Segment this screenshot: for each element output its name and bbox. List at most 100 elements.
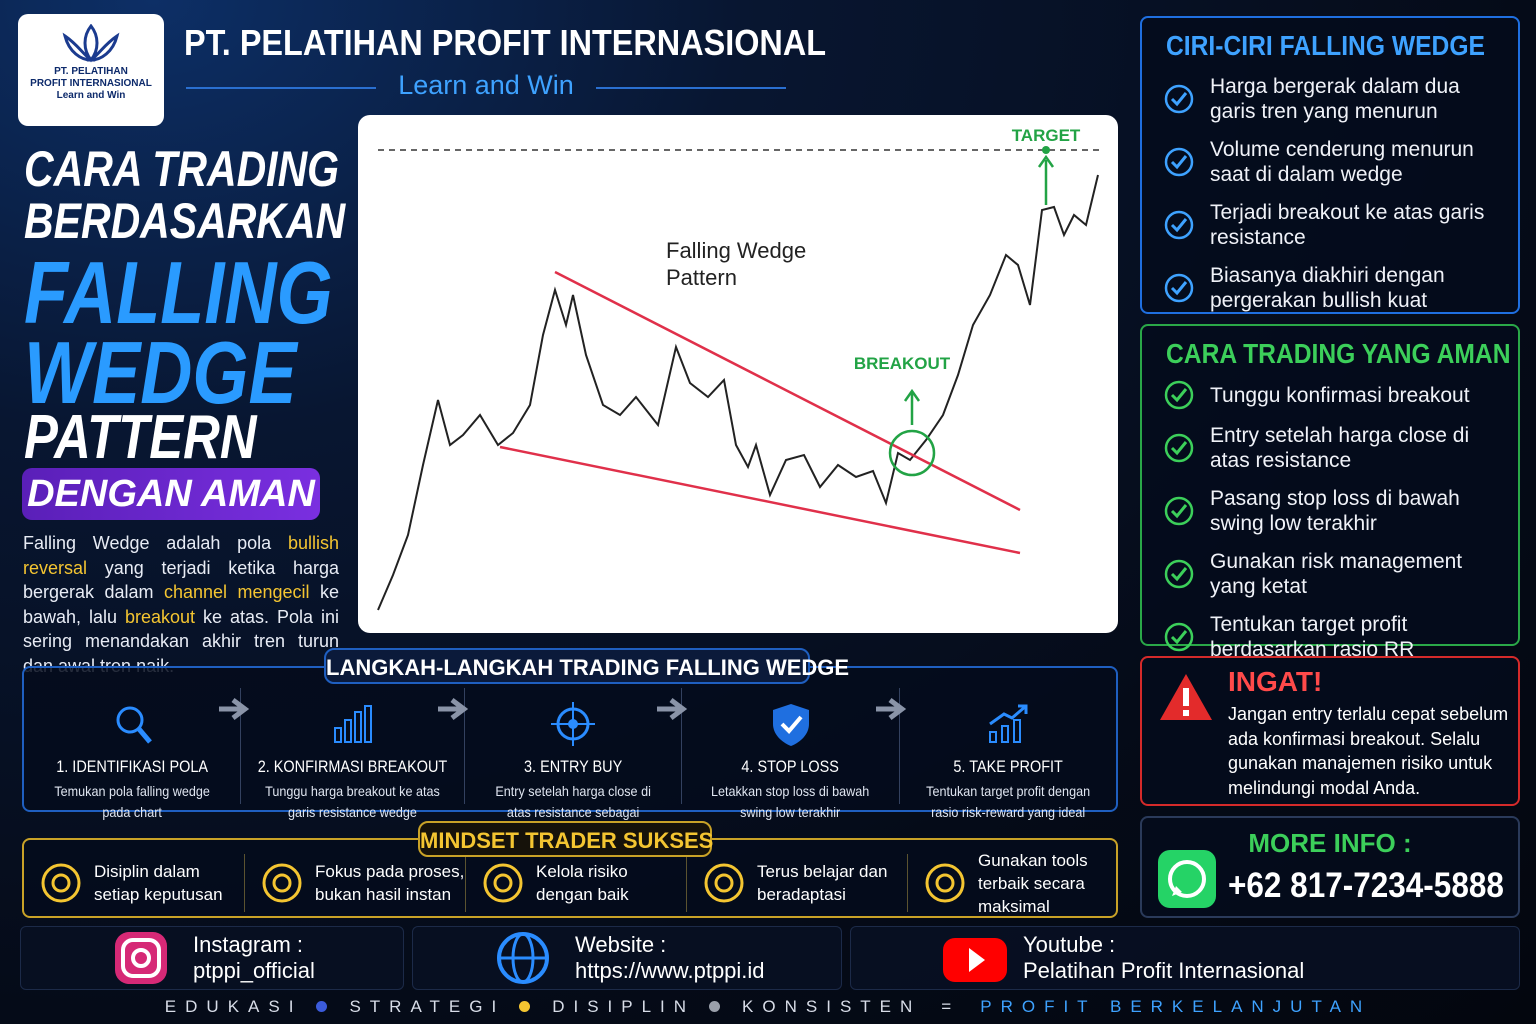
steps-panel: 1. IDENTIFIKASI POLA Temukan pola falling… [22, 666, 1118, 841]
intro-highlight: bullish reversal [23, 533, 339, 578]
warning-icon [1160, 674, 1212, 720]
intro-text: yang terjadi ketika harga bergerak dalam [23, 557, 339, 603]
safe-list: Tunggu konfirmasi breakout Entry setelah … [1164, 380, 1508, 675]
check-icon [1164, 210, 1194, 240]
step-title: 4. STOP LOSS [741, 757, 840, 776]
chart-panel: Falling Wedge Pattern BREAKOUT TARGET [358, 115, 1118, 633]
footer-equals: = [941, 997, 961, 1016]
footer: EDUKASI STRATEGI DISIPLIN KONSISTEN = PROFIT … [0, 997, 1536, 1017]
social-icon [497, 932, 549, 984]
breakout-arrow [903, 388, 921, 425]
list-text: Harga bergerak dalam dua garis tren yang… [1210, 75, 1460, 123]
step-text: Temukan pola falling wedge pada chart [54, 783, 210, 820]
social-youtube: Youtube : Pelatihan Profit Internasional [850, 926, 1520, 990]
step-title: 1. IDENTIFIKASI POLA [56, 757, 209, 776]
step-arrow [219, 698, 250, 720]
social-value: ptppi_official [193, 958, 315, 983]
warning-title: INGAT! [1228, 666, 1323, 697]
social-label: Instagram : [193, 932, 304, 957]
step-arrow [438, 698, 469, 720]
social-website: Website : https://www.ptppi.id [412, 926, 842, 990]
mindset-icon [41, 863, 81, 903]
panel-title: CARA TRADING YANG AMAN [1166, 338, 1511, 369]
step-icon [333, 705, 372, 743]
list-text: Tunggu konfirmasi breakout [1210, 383, 1470, 407]
mindset-text: Terus belajar dan beradaptasi [757, 862, 888, 904]
list-item: Harga bergerak dalam dua garis tren yang… [1164, 74, 1508, 124]
logo-line: Learn and Win [56, 90, 126, 101]
social-value: Pelatihan Profit Internasional [1023, 958, 1305, 983]
logo-icon [62, 24, 120, 63]
list-text: Volume cenderung menurun saat di dalam w… [1210, 138, 1474, 186]
social-label: Website : [575, 932, 667, 957]
social-label: Youtube : [1023, 932, 1116, 957]
title-line: BERDASARKAN [24, 193, 346, 249]
check-icon [1164, 84, 1194, 114]
list-item: Tunggu konfirmasi breakout [1164, 380, 1508, 410]
check-icon [1164, 622, 1194, 652]
company-name: PT. PELATIHAN PROFIT INTERNASIONAL [184, 22, 827, 63]
target-label: TARGET [1012, 126, 1081, 145]
step: 1. IDENTIFIKASI POLA Temukan pola falling… [24, 688, 250, 820]
step-text: Letakkan stop loss di bawah swing low te… [711, 783, 870, 820]
step-title: 3. ENTRY BUY [524, 757, 623, 776]
list-item: Gunakan risk management yang ketat [1164, 549, 1508, 599]
whatsapp-icon [1158, 850, 1216, 908]
logo-line: PROFIT INTERNASIONAL [30, 78, 152, 89]
mindset-icon [483, 863, 523, 903]
footer-dot [709, 1001, 721, 1012]
list-item: Pasang stop loss di bawah swing low tera… [1164, 486, 1508, 536]
chart-title: Falling Wedge Pattern [666, 238, 807, 290]
mindset-item: Gunakan tools terbaik secara maksimal [908, 851, 1128, 916]
list-text: Gunakan risk management yang ketat [1210, 550, 1463, 598]
social-icon [943, 938, 1007, 982]
footer-word: EDUKASI [164, 997, 303, 1016]
check-icon [1164, 273, 1194, 303]
feature-list: Harga bergerak dalam dua garis tren yang… [1164, 74, 1508, 326]
target-arrow [1037, 154, 1055, 205]
mindset-text: Gunakan tools terbaik secara maksimal [978, 850, 1088, 916]
mindset-text: Disiplin dalam setiap keputusan [94, 862, 223, 904]
intro-highlight: breakout [125, 606, 196, 627]
social-icon [115, 932, 167, 984]
chart-title-box: Falling Wedge Pattern [666, 238, 807, 290]
list-item: Volume cenderung menurun saat di dalam w… [1164, 137, 1508, 187]
target-dot [1042, 146, 1050, 154]
title-line: CARA TRADING [24, 141, 340, 197]
logo-line: PT. PELATIHAN [54, 66, 128, 77]
step-arrow [657, 698, 688, 720]
step: 4. STOP LOSS Letakkan stop loss di bawah … [682, 688, 907, 820]
mindset-icon [925, 863, 965, 903]
social-value: https://www.ptppi.id [575, 958, 765, 983]
contact-label: MORE INFO : [1248, 828, 1412, 858]
footer-result: PROFIT BERKELANJUTAN [980, 997, 1372, 1016]
step: 5. TAKE PROFIT Tentukan target profit den… [900, 688, 1116, 820]
resistance-line [554, 270, 1021, 512]
step-icon [772, 704, 809, 746]
check-icon [1164, 433, 1194, 463]
list-item: Biasanya diakhiri dengan pergerakan bull… [1164, 263, 1508, 313]
social-text: Instagram : ptppi_official [193, 932, 315, 984]
list-text: Terjadi breakout ke atas garis resistanc… [1210, 201, 1485, 249]
breakout-circle [888, 429, 936, 477]
footer-dot [316, 1001, 328, 1012]
logo-text: PT. PELATIHAN PROFIT INTERNASIONAL Learn a… [18, 66, 164, 102]
mindset-item: Fokus pada proses, bukan hasil instan [245, 854, 466, 912]
pattern-illustration: Falling Wedge Pattern BREAKOUT TARGET [377, 126, 1103, 611]
intro-text: Falling Wedge adalah pola [23, 533, 272, 553]
logo: PT. PELATIHAN PROFIT INTERNASIONAL Learn a… [18, 14, 164, 126]
check-icon [1164, 496, 1194, 526]
intro-text: ke bawah, lalu [23, 582, 339, 627]
title-highlight: WEDGE [24, 323, 297, 422]
step-icon [551, 702, 596, 746]
mindset-panel: Disiplin dalam setiap keputusan Fokus pad… [22, 838, 1118, 918]
support-line [499, 445, 1021, 555]
step-icon [988, 704, 1028, 743]
list-item: Entry setelah harga close di atas resist… [1164, 423, 1508, 473]
step-icon [116, 706, 153, 744]
list-text: Entry setelah harga close di atas resist… [1210, 424, 1470, 472]
step: 3. ENTRY BUY Entry setelah harga close di… [465, 688, 688, 841]
step-text: Tentukan target profit dengan rasio risk… [925, 783, 1090, 820]
list-item: Tentukan target profit berdasarkan rasio… [1164, 612, 1508, 662]
